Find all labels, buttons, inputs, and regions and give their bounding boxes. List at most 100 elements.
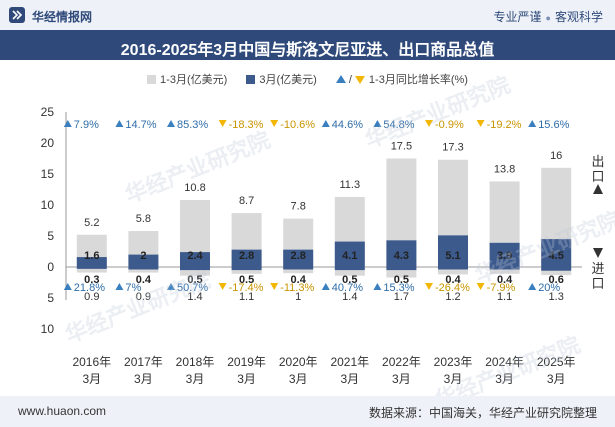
data-label-import-march: 0.4 [291,274,307,286]
x-tick-label: 3月 [392,372,411,386]
growth-label-import: 40.7% [332,282,363,294]
footer-source: 数据来源：中国海关，华经产业研究院整理 [368,406,597,420]
data-label-import-cumulative: 0.9 [136,291,151,303]
bar-import-cumulative [438,267,468,275]
data-label-export-march: 1.6 [84,250,99,262]
growth-label-export: 7.9% [74,119,99,131]
footer-bar: www.huaon.com 数据来源：中国海关，华经产业研究院整理 [0,396,615,427]
up-triangle-icon [167,283,175,290]
down-triangle-icon [218,120,227,127]
growth-label-export: -0.9% [435,119,464,131]
data-label-import-march: 0.4 [497,274,513,286]
data-label-import-cumulative: 1.3 [549,291,564,303]
up-triangle-icon [373,120,382,127]
bar-export-march [128,254,159,267]
data-label-export-cumulative: 17.3 [442,142,463,154]
bar-import-march [283,267,314,270]
header-bar: 华经情报网 专业严谨 ● 客观科学 [0,0,615,30]
x-tick-label: 3月 [289,372,308,386]
bar-import-cumulative [283,267,314,274]
bar-import-march [231,267,262,271]
bar-import-cumulative [76,267,107,273]
data-label-export-cumulative: 8.7 [239,195,254,207]
bar-import-march [334,267,365,271]
x-tick-label: 3月 [237,372,256,386]
data-label-export-cumulative: 5.8 [136,213,151,225]
bar-export-march [489,242,520,267]
bar-export-march [438,235,468,267]
data-label-export-cumulative: 10.8 [184,182,205,194]
brand-name: 华经情报网 [32,10,93,24]
y-tick-label: 10 [41,322,55,336]
legend-down-triangle-icon [354,76,365,84]
data-label-export-march: 2.8 [239,250,254,262]
growth-label-import: -11.3% [280,282,314,294]
bar-export-march [283,249,314,267]
bar-import-march [438,267,468,270]
x-tick-label: 3月 [186,372,205,386]
data-label-import-cumulative: 1.4 [342,291,357,303]
title-bar: 2016-2025年3月中国与斯洛文尼亚进、出口商品总值 [0,30,615,60]
data-label-import-march: 0.5 [187,274,202,286]
growth-label-import: 20% [538,282,560,294]
data-label-import-march: 0.4 [136,274,152,286]
x-tick-label: 2019年 [227,355,266,369]
x-tick-label: 2021年 [330,355,369,369]
bar-export-march [180,252,210,267]
data-label-import-march: 0.5 [342,274,357,286]
y-tick-label: 5 [47,291,54,305]
data-label-export-march: 4.1 [342,250,357,262]
up-triangle-icon [63,120,72,127]
data-label-import-march: 0.6 [549,274,564,286]
down-triangle-icon [476,283,485,290]
data-label-export-march: 3.9 [497,250,512,262]
data-label-import-march: 0.3 [84,274,99,286]
growth-label-export: 44.6% [332,119,363,131]
x-tick-label: 3月 [495,372,514,386]
footer-url[interactable]: www.huaon.com [18,404,107,418]
x-tick-label: 2020年 [279,355,318,369]
data-label-import-march: 0.4 [445,274,461,286]
dot-separator: ● [545,13,551,23]
growth-label-export: 85.3% [177,119,208,131]
y-tick-label: 15 [41,167,55,181]
up-triangle-icon [528,283,537,290]
data-label-import-march: 0.5 [394,274,409,286]
legend-label-march: 3月(亿美元) [259,74,317,86]
growth-label-export: -19.2% [487,119,522,131]
up-triangle-icon [63,283,72,290]
legend-growth: /1-3月同比增长率(%) [335,71,468,87]
bar-export-march [334,241,365,267]
data-label-export-march: 4.5 [549,250,564,262]
y-tick-label: 10 [41,198,55,212]
growth-label-export: 14.7% [125,119,156,131]
data-label-export-march: 2.4 [187,250,203,262]
data-label-export-cumulative: 13.8 [494,163,515,175]
data-label-export-cumulative: 5.2 [84,217,99,229]
bar-export-march [231,249,262,267]
legend-label-cumulative: 1-3月(亿美元) [160,74,228,86]
chart-legend: 1-3月(亿美元) 3月(亿美元) /1-3月同比增长率(%) [0,71,615,89]
growth-label-import: -7.9% [487,282,516,294]
growth-label-export: 15.6% [538,119,569,131]
chart-title: 2016-2025年3月中国与斯洛文尼亚进、出口商品总值 [120,42,495,59]
side-label-import: 进 [591,261,604,276]
data-label-export-march: 2.8 [291,250,306,262]
growth-label-import: 50.7% [177,282,208,294]
data-label-import-cumulative: 1.1 [497,291,512,303]
data-label-import-cumulative: 0.9 [84,291,99,303]
side-label-export: 出 [591,154,604,169]
y-tick-label: 5 [47,229,54,243]
growth-label-export: -10.6% [280,119,315,131]
bar-import-march [541,267,572,271]
x-tick-label: 2025年 [537,355,576,369]
bar-import-cumulative [489,267,520,274]
growth-label-export: 54.8% [383,119,414,131]
chart-svg: 25 20 15 10 5 0 5 10 5.2 1.6 0.3 0.9 7.9% 21.8% 2016年 3… [41,105,605,386]
bar-import-cumulative [180,267,210,276]
bar-import-cumulative [231,267,262,274]
bar-import-march [386,267,417,271]
x-tick-label: 3月 [82,372,101,386]
data-label-export-march: 4.3 [394,250,409,262]
up-triangle-icon [167,120,175,127]
